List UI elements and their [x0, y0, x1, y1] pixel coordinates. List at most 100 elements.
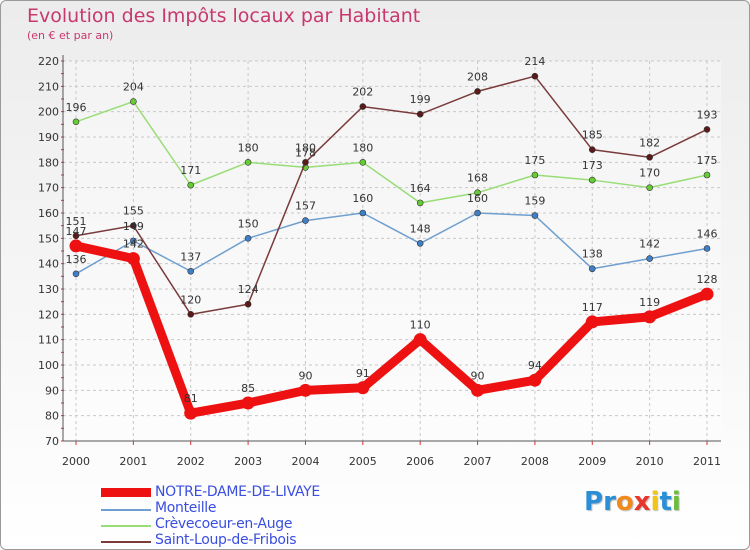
x-tick-label: 2007 — [464, 455, 492, 468]
data-point — [359, 103, 367, 110]
chart-title: Evolution des Impôts locaux par Habitant — [27, 5, 421, 27]
y-tick-label: 180 — [38, 156, 59, 169]
data-point — [241, 396, 255, 410]
data-point — [531, 171, 539, 179]
data-label: 196 — [66, 101, 87, 114]
data-point — [187, 311, 195, 318]
data-label: 160 — [352, 192, 373, 205]
data-label: 180 — [352, 141, 373, 154]
proxiti-logo: Proxiti — [584, 487, 681, 517]
data-label: 110 — [410, 319, 431, 332]
logo-letter: o — [615, 487, 634, 517]
data-label: 119 — [639, 296, 660, 309]
data-point — [413, 333, 427, 347]
x-tick-label: 2008 — [521, 455, 549, 468]
legend-label-monteille: Monteille — [155, 500, 217, 516]
data-label: 146 — [697, 227, 718, 240]
legend-swatch-saint-loup — [101, 541, 151, 543]
y-tick-label: 110 — [38, 334, 59, 347]
data-point — [528, 373, 542, 387]
legend-swatch-notre-dame — [101, 488, 151, 497]
chart-subtitle: (en € et par an) — [27, 29, 114, 42]
data-label: 124 — [238, 283, 259, 296]
x-tick-label: 2004 — [291, 455, 319, 468]
data-point — [244, 159, 252, 166]
data-label: 151 — [66, 215, 87, 228]
data-label: 117 — [582, 301, 603, 314]
data-label: 199 — [410, 93, 431, 106]
data-label: 142 — [123, 238, 144, 251]
x-tick-label: 2001 — [119, 455, 147, 468]
data-point — [474, 189, 481, 197]
data-point — [588, 176, 596, 184]
data-label: 136 — [66, 253, 87, 266]
data-point — [646, 255, 653, 262]
data-label: 85 — [241, 382, 255, 395]
x-tick-label: 2010 — [636, 455, 664, 468]
data-point — [130, 237, 137, 245]
series-line — [71, 241, 712, 418]
data-label: 180 — [295, 141, 316, 154]
data-point — [416, 199, 424, 207]
y-tick-label: 210 — [38, 80, 59, 93]
data-label: 147 — [66, 225, 87, 238]
data-label: 214 — [524, 55, 545, 68]
data-label: 170 — [639, 167, 660, 180]
data-label: 155 — [123, 205, 144, 218]
data-label: 202 — [352, 86, 373, 99]
data-point — [474, 209, 481, 217]
data-label: 149 — [123, 220, 144, 233]
y-tick-label: 220 — [38, 55, 59, 68]
data-label: 120 — [180, 293, 201, 306]
legend-label-crevecoeur: Crèvecoeur-en-Auge — [155, 516, 293, 532]
data-label: 171 — [180, 164, 201, 177]
data-label: 175 — [697, 154, 718, 167]
logo-letter: i — [671, 487, 681, 517]
plot-area — [63, 61, 721, 441]
data-point — [244, 300, 252, 308]
data-label: 150 — [238, 217, 259, 230]
data-point — [298, 383, 312, 397]
data-label: 182 — [639, 136, 660, 149]
x-tick-label: 2005 — [349, 455, 377, 468]
y-tick-label: 70 — [45, 435, 59, 448]
data-point — [72, 232, 80, 240]
x-tick-label: 2000 — [62, 455, 90, 468]
data-label: 159 — [524, 195, 545, 208]
data-point — [531, 72, 539, 80]
data-point — [585, 315, 599, 329]
y-tick-label: 140 — [38, 258, 59, 271]
x-tick-label: 2009 — [578, 455, 606, 468]
x-tick-label: 2006 — [406, 455, 434, 468]
y-tick-label: 200 — [38, 106, 59, 119]
y-tick-label: 90 — [45, 384, 59, 397]
data-label: 91 — [356, 367, 370, 380]
x-tick-label: 2002 — [177, 455, 205, 468]
y-tick-label: 120 — [38, 308, 59, 321]
data-label: 160 — [467, 192, 488, 205]
data-point — [187, 181, 195, 189]
data-label: 208 — [467, 70, 488, 83]
data-point — [244, 235, 252, 242]
x-tick-label: 2011 — [693, 455, 721, 468]
data-label: 142 — [639, 238, 660, 251]
y-tick-label: 150 — [38, 232, 59, 245]
data-label: 175 — [524, 154, 545, 167]
data-label: 128 — [697, 273, 718, 286]
data-point — [130, 222, 137, 229]
data-label: 90 — [471, 369, 485, 382]
data-point — [359, 159, 367, 166]
y-tick-label: 160 — [38, 207, 59, 220]
data-point — [471, 383, 485, 397]
data-point — [474, 88, 481, 95]
data-point — [700, 287, 714, 301]
data-point — [72, 270, 80, 278]
data-point — [416, 110, 424, 118]
data-label: 148 — [410, 222, 431, 235]
y-tick-label: 130 — [38, 283, 59, 296]
y-tick-label: 100 — [38, 359, 59, 372]
data-label: 157 — [295, 200, 316, 213]
logo-letter: i — [650, 487, 660, 517]
data-point — [126, 252, 140, 266]
